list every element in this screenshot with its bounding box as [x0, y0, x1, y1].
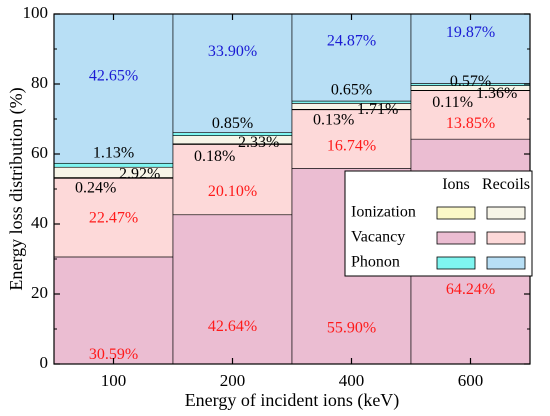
x-tick-label: 400 [339, 371, 365, 390]
data-label: 64.24% [446, 281, 495, 298]
data-label: 20.10% [208, 183, 257, 200]
legend-swatch-ions [436, 256, 476, 270]
data-label: 22.47% [89, 209, 138, 226]
data-label: 0.24% [75, 180, 116, 197]
legend-swatch-recoils [486, 231, 526, 245]
data-label: 0.57% [450, 73, 491, 90]
y-tick-label: 20 [31, 283, 48, 302]
bar-segment [172, 13, 293, 133]
data-label: 0.11% [432, 94, 473, 111]
data-label: 0.13% [313, 111, 354, 128]
data-label: 1.36% [476, 85, 517, 102]
bar-segment [53, 13, 174, 164]
legend-column-header: Ions [442, 176, 470, 193]
legend-row-label: Ionization [351, 204, 416, 221]
legend-swatch-recoils [486, 256, 526, 270]
bar-segment [291, 13, 412, 102]
data-label: 13.85% [446, 115, 495, 132]
data-label: 1.71% [357, 101, 398, 118]
data-label: 42.64% [208, 318, 257, 335]
data-label: 0.85% [212, 115, 253, 132]
legend-row-label: Vacancy [351, 229, 405, 246]
y-tick-label: 0 [40, 353, 49, 372]
data-labels-layer: 30.59% 22.47% 0.24%2.92% 1.13% 42.65% 42.64% 2… [75, 24, 517, 363]
x-axis-label: Energy of incident ions (keV) [185, 390, 400, 411]
y-tick-label: 40 [31, 213, 48, 232]
bar-segment [53, 177, 174, 258]
bar-segment [53, 256, 174, 365]
data-label: 30.59% [89, 346, 138, 363]
legend-swatch-recoils [486, 206, 526, 220]
legend-row-label: Phonon [351, 254, 400, 271]
legend-column-header: Recoils [482, 176, 530, 193]
y-axis-label: Energy loss distribution (%) [6, 87, 27, 290]
bar-segment [172, 214, 293, 365]
x-tick-label: 100 [101, 371, 127, 390]
data-label: 0.65% [331, 82, 372, 99]
bar-segment [410, 90, 531, 140]
data-label: 1.13% [93, 145, 134, 162]
data-label: 24.87% [327, 33, 376, 50]
legend: Ions Recoils Ionization Vacancy Phonon [344, 170, 533, 277]
y-tick-label: 80 [31, 73, 48, 92]
data-label: 16.74% [327, 138, 376, 155]
data-label: 2.92% [119, 166, 160, 183]
x-tick-label: 200 [220, 371, 246, 390]
data-label: 19.87% [446, 24, 495, 41]
bar-segment [410, 13, 531, 84]
data-label: 42.65% [89, 68, 138, 85]
bar-segment [291, 109, 412, 169]
data-label: 0.18% [194, 148, 235, 165]
x-tick-label: 600 [458, 371, 484, 390]
data-label: 55.90% [327, 320, 376, 337]
data-label: 33.90% [208, 43, 257, 60]
x-axis: 100 200 400 600 [101, 14, 484, 390]
y-tick-label: 60 [31, 143, 48, 162]
legend-swatch-ions [436, 231, 476, 245]
y-tick-label: 100 [23, 3, 49, 22]
legend-swatch-ions [436, 206, 476, 220]
data-label: 2.33% [238, 134, 279, 151]
